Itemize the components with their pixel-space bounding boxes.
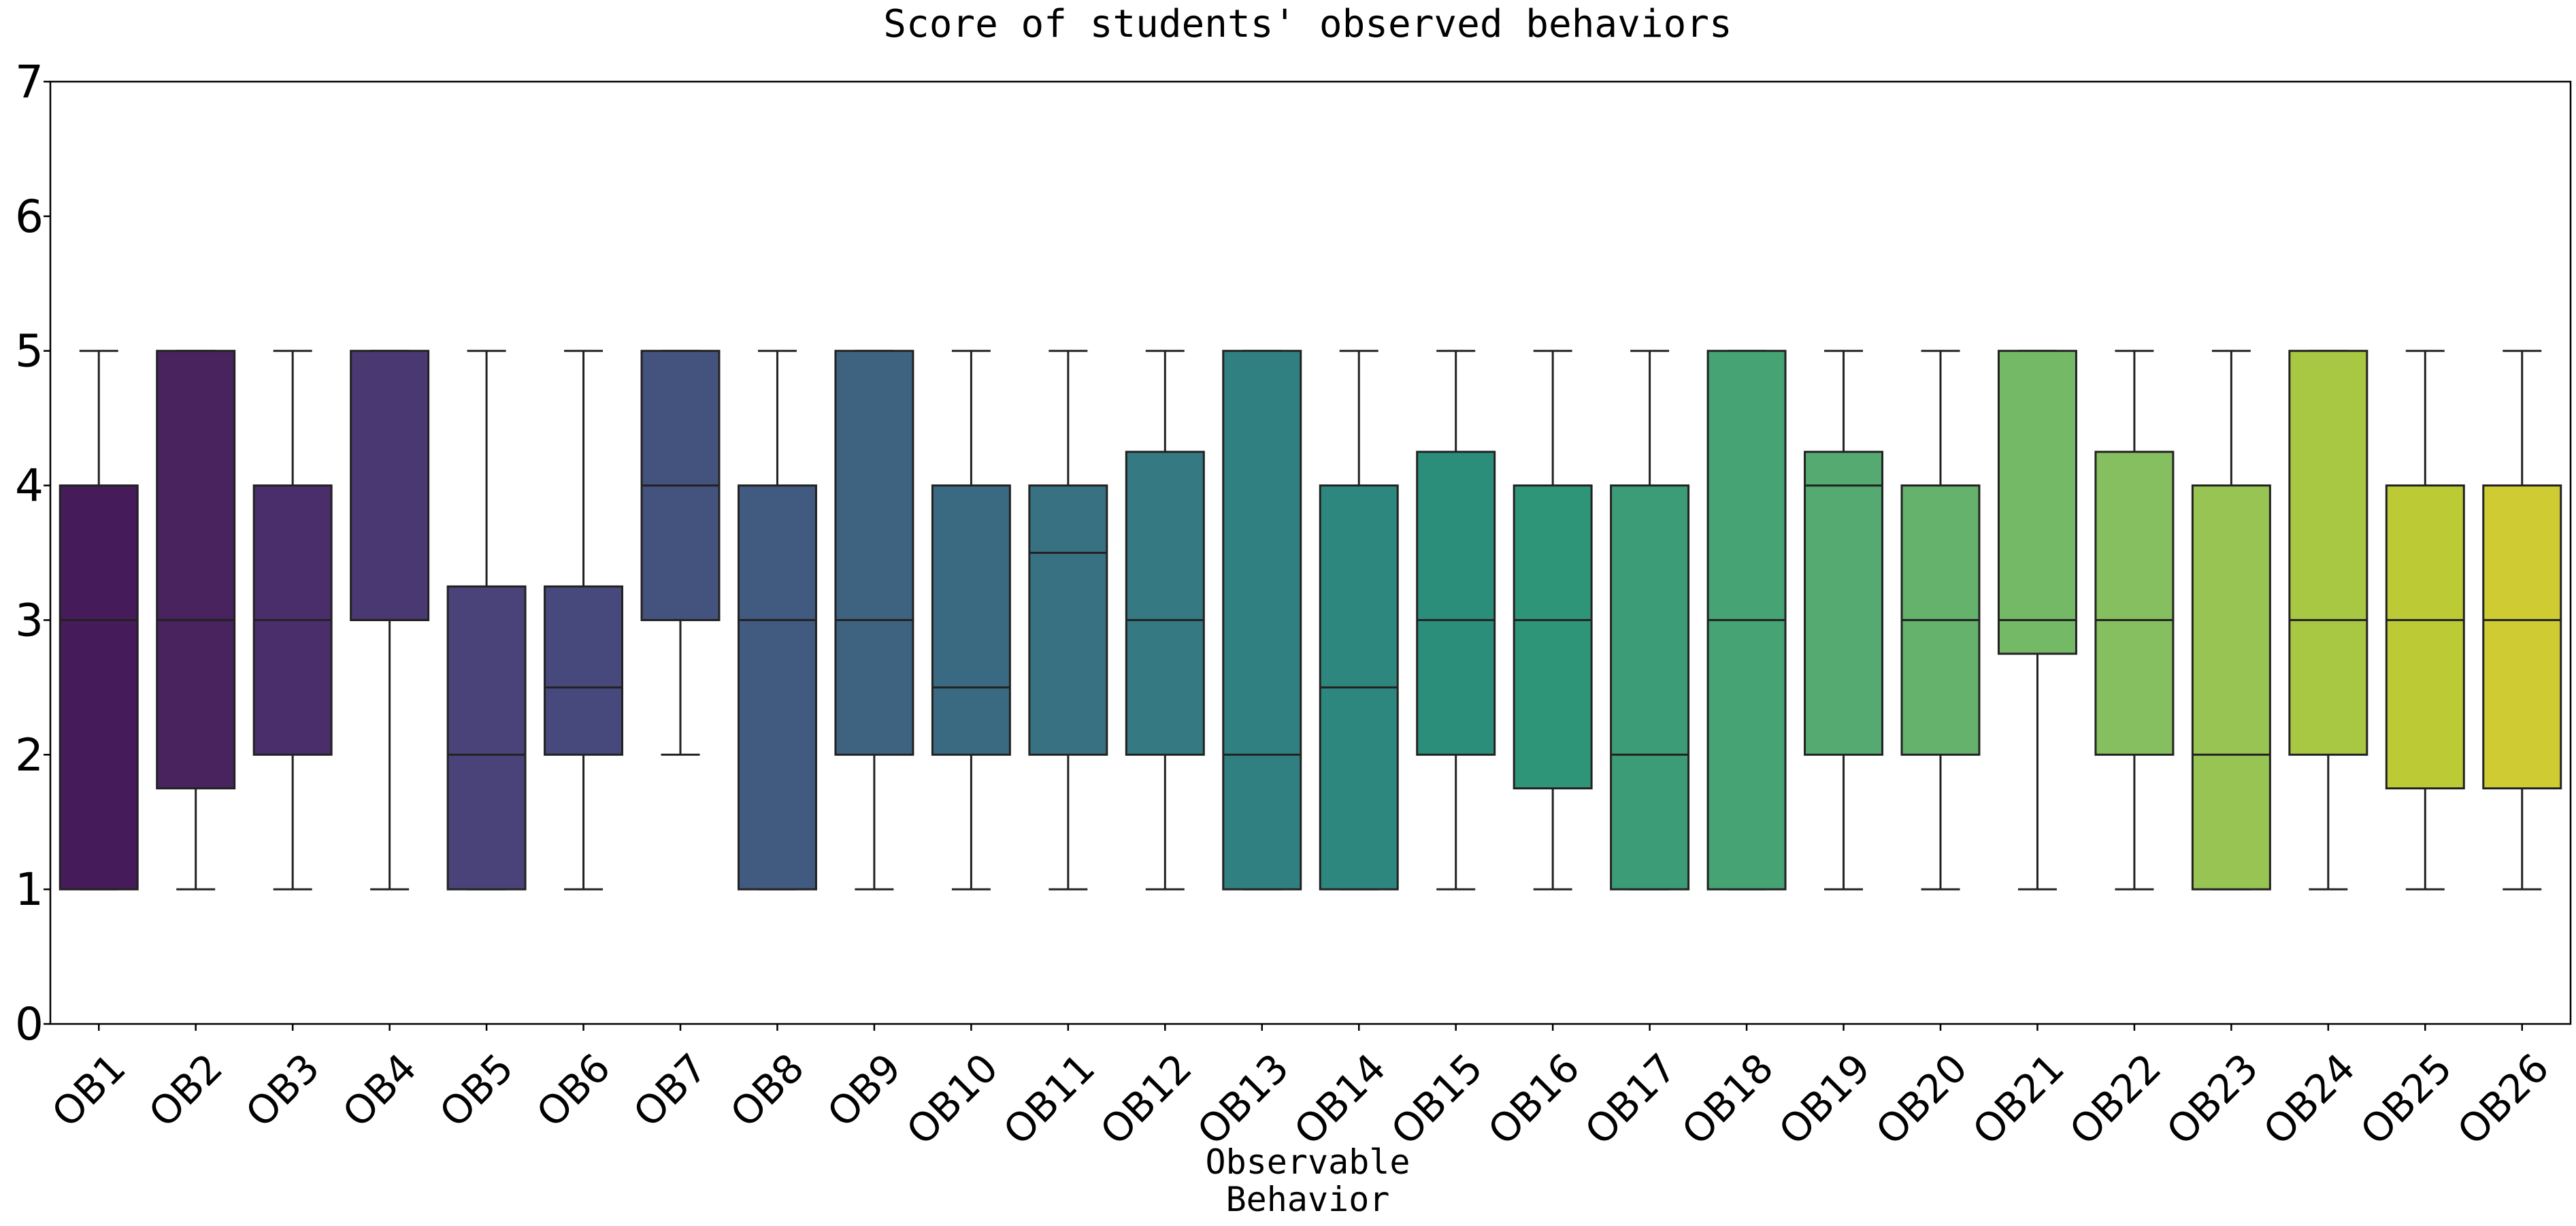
y-tick-label: 1 xyxy=(15,863,44,916)
box-OB14 xyxy=(1319,350,1399,891)
box-OB11 xyxy=(1028,350,1108,891)
x-tick-label: OB3 xyxy=(237,1044,329,1136)
x-tick-label: OB7 xyxy=(625,1044,716,1136)
x-tick-label: OB9 xyxy=(819,1044,910,1136)
x-tick-label: OB20 xyxy=(1867,1044,1977,1154)
iqr-box xyxy=(1028,484,1108,756)
x-tick-label: OB21 xyxy=(1964,1044,2073,1154)
box-OB8 xyxy=(737,350,817,891)
box-OB3 xyxy=(252,350,333,891)
x-tick-label: OB25 xyxy=(2351,1044,2461,1154)
iqr-box xyxy=(2094,450,2175,756)
x-tick-label: OB15 xyxy=(1382,1044,1491,1154)
y-tick-label: 6 xyxy=(15,190,44,243)
box-OB7 xyxy=(640,350,721,756)
iqr-box xyxy=(2288,350,2368,756)
x-tick-label: OB11 xyxy=(995,1044,1104,1154)
iqr-box xyxy=(1513,484,1593,790)
x-tick-label: OB8 xyxy=(721,1044,813,1136)
iqr-box xyxy=(1804,450,1884,756)
y-tick-label: 2 xyxy=(15,729,44,781)
box-OB10 xyxy=(931,350,1011,891)
iqr-box xyxy=(350,350,430,621)
box-OB18 xyxy=(1706,350,1787,891)
box-OB20 xyxy=(1900,350,1981,891)
x-tick-label: OB5 xyxy=(431,1044,523,1136)
x-tick-label: OB14 xyxy=(1285,1044,1395,1154)
y-axis: 0 1 2 3 4 5 6 7 xyxy=(15,56,50,1050)
box-OB26 xyxy=(2482,350,2562,891)
x-tick-label: OB23 xyxy=(2158,1044,2267,1154)
iqr-box xyxy=(544,585,624,756)
plot-frame xyxy=(49,80,2572,1025)
y-tick-label: 5 xyxy=(15,325,44,378)
box-OB16 xyxy=(1513,350,1593,891)
x-tick-label: OB12 xyxy=(1091,1044,1201,1154)
x-tick-label: OB10 xyxy=(897,1044,1007,1154)
iqr-box xyxy=(1125,450,1205,756)
box-OB13 xyxy=(1222,350,1302,891)
y-tick-label: 0 xyxy=(15,998,44,1050)
iqr-box xyxy=(834,350,914,756)
y-tick-label: 3 xyxy=(15,594,44,646)
iqr-box xyxy=(2385,484,2465,790)
x-tick-label: OB24 xyxy=(2255,1044,2364,1154)
x-tick-label: OB6 xyxy=(527,1044,619,1136)
iqr-box xyxy=(2482,484,2562,790)
box-OB1 xyxy=(59,350,139,891)
x-tick-label: OB16 xyxy=(1479,1044,1589,1154)
iqr-box xyxy=(737,484,817,891)
x-axis: OB1 OB2 OB3 OB4 OB5 OB6 OB7 OB8 OB9OB10OB11OB12O… xyxy=(43,1024,2558,1154)
box-OB25 xyxy=(2385,350,2465,891)
box-OB15 xyxy=(1416,350,1496,891)
iqr-box xyxy=(1610,484,1690,891)
iqr-box xyxy=(1416,450,1496,756)
box-OB5 xyxy=(446,350,527,891)
iqr-box xyxy=(156,350,236,790)
x-tick-label: OB22 xyxy=(2061,1044,2170,1154)
iqr-box xyxy=(1997,350,2077,655)
x-tick-label: OB13 xyxy=(1189,1044,1298,1154)
y-tick-label: 7 xyxy=(15,56,44,108)
x-tick-label: OB19 xyxy=(1770,1044,1879,1154)
iqr-box xyxy=(446,585,527,891)
boxes-layer xyxy=(59,350,2562,891)
x-tick-label: OB1 xyxy=(43,1044,135,1136)
x-tick-label: OB26 xyxy=(2449,1044,2558,1154)
x-tick-label: OB17 xyxy=(1576,1044,1685,1154)
box-OB21 xyxy=(1997,350,2077,891)
box-OB19 xyxy=(1804,350,1884,891)
box-OB4 xyxy=(350,350,430,891)
x-axis-label-line-2: Behavior xyxy=(1226,1180,1390,1219)
box-OB17 xyxy=(1610,350,1690,891)
y-tick-label: 4 xyxy=(15,460,44,512)
x-tick-label: OB2 xyxy=(140,1044,232,1136)
x-tick-label: OB18 xyxy=(1673,1044,1783,1154)
box-OB24 xyxy=(2288,350,2368,891)
x-tick-label: OB4 xyxy=(333,1044,425,1136)
box-OB2 xyxy=(156,350,236,891)
box-OB6 xyxy=(544,350,624,891)
iqr-box xyxy=(931,484,1011,756)
x-axis-label-line-1: Observable xyxy=(1205,1142,1410,1182)
iqr-box xyxy=(59,484,139,891)
box-OB23 xyxy=(2191,350,2271,891)
iqr-box xyxy=(2191,484,2271,891)
box-OB22 xyxy=(2094,350,2175,891)
box-OB9 xyxy=(834,350,914,891)
chart-title: Score of students' observed behaviors xyxy=(883,2,1732,46)
iqr-box xyxy=(1222,350,1302,891)
box-OB12 xyxy=(1125,350,1205,891)
